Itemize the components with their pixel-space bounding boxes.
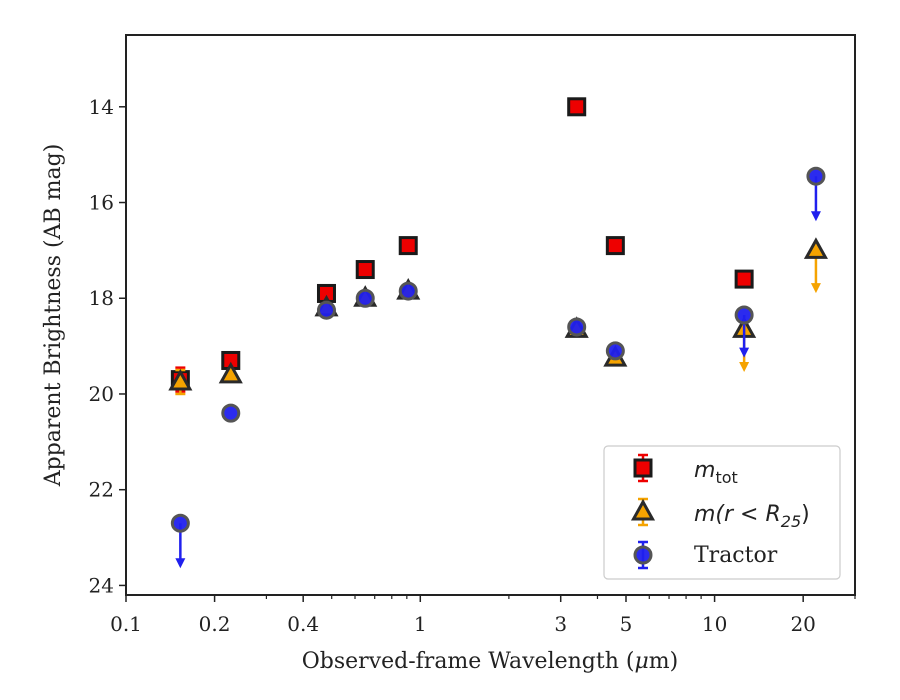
marker-mtot bbox=[605, 236, 625, 256]
upper-limit-arrowhead bbox=[739, 362, 750, 373]
y-axis-label: Apparent Brightness (AB mag) bbox=[41, 144, 66, 488]
x-tick-label: 0.4 bbox=[287, 612, 319, 636]
x-tick-label: 3 bbox=[554, 612, 567, 636]
y-tick-label: 20 bbox=[89, 382, 114, 406]
marker-mtot bbox=[567, 97, 587, 117]
x-axis-label: Observed-frame Wavelength (μm) bbox=[302, 649, 678, 674]
marker-mtot bbox=[734, 269, 754, 289]
x-tick-label: 5 bbox=[620, 612, 633, 636]
series-tractor bbox=[170, 166, 826, 569]
x-tick-label: 20 bbox=[790, 612, 815, 636]
upper-limit-arrowhead bbox=[175, 558, 186, 569]
legend-icon-tractor bbox=[633, 540, 653, 570]
marker-mtot bbox=[398, 236, 418, 256]
marker-tractor bbox=[316, 300, 336, 320]
upper-limit-arrowhead bbox=[810, 283, 821, 294]
x-tick-label: 1 bbox=[414, 612, 427, 636]
legend-marker-mtot bbox=[633, 458, 653, 478]
marker-tractor bbox=[734, 305, 754, 325]
plot-frame bbox=[125, 34, 856, 596]
x-tick-label: 0.2 bbox=[199, 612, 231, 636]
marker-mr25 bbox=[218, 361, 243, 384]
marker-tractor bbox=[170, 513, 190, 533]
series-mr25 bbox=[168, 237, 828, 396]
y-axis-ticks: 14 16 18 20 22 24 bbox=[89, 95, 126, 597]
legend: mtot m(r < R25) Tractor bbox=[603, 445, 841, 580]
y-tick-label: 14 bbox=[89, 95, 114, 119]
legend-icons bbox=[630, 453, 656, 570]
marker-mr25 bbox=[803, 237, 828, 259]
marker-tractor bbox=[806, 166, 826, 186]
y-tick-label: 22 bbox=[89, 478, 114, 502]
x-tick-label: 0.1 bbox=[110, 612, 142, 636]
marker-tractor bbox=[398, 281, 418, 301]
legend-label-tractor: Tractor bbox=[694, 543, 778, 568]
legend-icon-mtot bbox=[633, 453, 653, 483]
upper-limit-arrowhead bbox=[739, 347, 750, 358]
y-tick-label: 18 bbox=[89, 286, 114, 310]
legend-icon-mr25 bbox=[630, 497, 656, 527]
marker-tractor bbox=[567, 317, 587, 337]
legend-marker-tractor bbox=[633, 545, 653, 565]
marker-tractor bbox=[355, 288, 375, 308]
x-tick-label: 10 bbox=[702, 612, 727, 636]
legend-box bbox=[603, 445, 841, 580]
x-axis-ticks: 0.1 0.2 0.4 1 3 5 10 20 bbox=[110, 595, 856, 636]
marker-mr25 bbox=[168, 368, 193, 391]
y-tick-label: 16 bbox=[89, 191, 114, 215]
series-mtot bbox=[170, 97, 754, 393]
marker-tractor bbox=[221, 403, 241, 423]
marker-tractor bbox=[605, 341, 625, 361]
legend-label-mr25: m(r < R25) bbox=[694, 502, 810, 531]
upper-limit-arrowhead bbox=[810, 211, 821, 222]
marker-mtot bbox=[355, 260, 375, 280]
legend-label-mtot: mtot bbox=[694, 458, 738, 487]
y-tick-label: 24 bbox=[89, 573, 114, 597]
legend-marker-mr25 bbox=[630, 498, 656, 521]
data-markers bbox=[168, 97, 828, 569]
